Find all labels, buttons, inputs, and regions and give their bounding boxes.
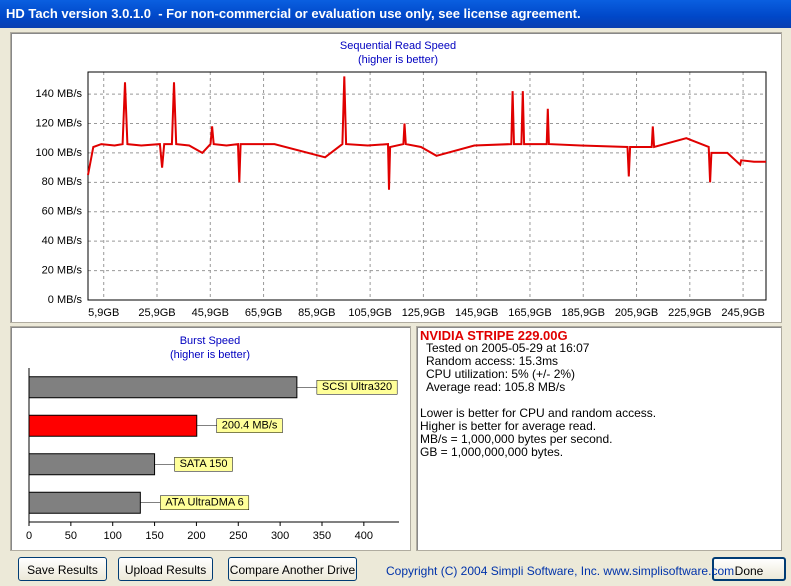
note: GB = 1,000,000,000 bytes. bbox=[420, 445, 564, 459]
bar bbox=[28, 376, 298, 399]
bar-label: ATA UltraDMA 6 bbox=[165, 497, 243, 509]
chart-title: Sequential Read Speed bbox=[340, 40, 456, 52]
bar bbox=[28, 491, 141, 514]
y-tick-label: 40 MB/s bbox=[42, 235, 83, 247]
note: Lower is better for CPU and random acces… bbox=[420, 406, 657, 420]
upload-button[interactable]: Upload Results bbox=[118, 557, 213, 581]
x-tick-label: 50 bbox=[65, 530, 77, 542]
x-tick-label: 145,9GB bbox=[455, 307, 498, 319]
x-tick-label: 150 bbox=[145, 530, 163, 542]
chart-subtitle: (higher is better) bbox=[170, 349, 250, 361]
copyright: Copyright (C) 2004 Simpli Software, Inc.… bbox=[386, 564, 735, 578]
done-button[interactable]: Done bbox=[712, 557, 786, 581]
chart-title: Burst Speed bbox=[180, 335, 241, 347]
chart-subtitle: (higher is better) bbox=[358, 54, 438, 66]
y-tick-label: 120 MB/s bbox=[36, 117, 83, 129]
x-tick-label: 300 bbox=[271, 530, 289, 542]
bar-label: SCSI Ultra320 bbox=[322, 381, 392, 393]
read-line bbox=[87, 76, 766, 190]
x-tick-label: 105,9GB bbox=[348, 307, 391, 319]
y-tick-label: 0 MB/s bbox=[48, 294, 83, 306]
x-tick-label: 200 bbox=[187, 530, 205, 542]
bar-label: SATA 150 bbox=[180, 458, 228, 470]
detail: Tested on 2005-05-29 at 16:07 bbox=[426, 341, 590, 355]
x-tick-label: 25,9GB bbox=[138, 307, 175, 319]
drive-name: NVIDIA STRIPE 229.00G bbox=[420, 328, 568, 343]
compare-button[interactable]: Compare Another Drive bbox=[228, 557, 357, 581]
y-tick-label: 20 MB/s bbox=[42, 264, 83, 276]
x-tick-label: 205,9GB bbox=[615, 307, 658, 319]
x-tick-label: 85,9GB bbox=[298, 307, 335, 319]
x-tick-label: 5,9GB bbox=[88, 307, 119, 319]
x-tick-label: 350 bbox=[313, 530, 331, 542]
x-tick-label: 225,9GB bbox=[668, 307, 711, 319]
detail: Average read: 105.8 MB/s bbox=[426, 380, 566, 394]
x-tick-label: 165,9GB bbox=[508, 307, 551, 319]
note: MB/s = 1,000,000 bytes per second. bbox=[420, 432, 613, 446]
bar bbox=[28, 414, 198, 437]
x-tick-label: 100 bbox=[104, 530, 122, 542]
results-panel bbox=[416, 326, 782, 551]
bar bbox=[28, 453, 156, 476]
detail: CPU utilization: 5% (+/- 2%) bbox=[426, 367, 576, 381]
note: Higher is better for average read. bbox=[420, 419, 597, 433]
x-tick-label: 45,9GB bbox=[192, 307, 229, 319]
x-tick-label: 400 bbox=[355, 530, 373, 542]
x-tick-label: 65,9GB bbox=[245, 307, 282, 319]
save-button[interactable]: Save Results bbox=[18, 557, 107, 581]
x-tick-label: 245,9GB bbox=[721, 307, 764, 319]
detail: Random access: 15.3ms bbox=[426, 354, 559, 368]
plot-area bbox=[88, 72, 766, 300]
y-tick-label: 80 MB/s bbox=[42, 176, 83, 188]
x-tick-label: 125,9GB bbox=[402, 307, 445, 319]
title-bar: HD Tach version 3.0.1.0 - For non-commer… bbox=[0, 0, 791, 28]
y-tick-label: 140 MB/s bbox=[36, 88, 83, 100]
results-text: NVIDIA STRIPE 229.00G Tested on 2005-05-… bbox=[420, 329, 656, 459]
y-tick-label: 60 MB/s bbox=[42, 206, 83, 218]
x-tick-label: 250 bbox=[229, 530, 247, 542]
plot-frame bbox=[87, 71, 767, 301]
x-tick-label: 0 bbox=[26, 530, 32, 542]
y-tick-label: 100 MB/s bbox=[36, 147, 83, 159]
bar-label: 200.4 MB/s bbox=[222, 420, 278, 432]
x-tick-label: 185,9GB bbox=[562, 307, 605, 319]
